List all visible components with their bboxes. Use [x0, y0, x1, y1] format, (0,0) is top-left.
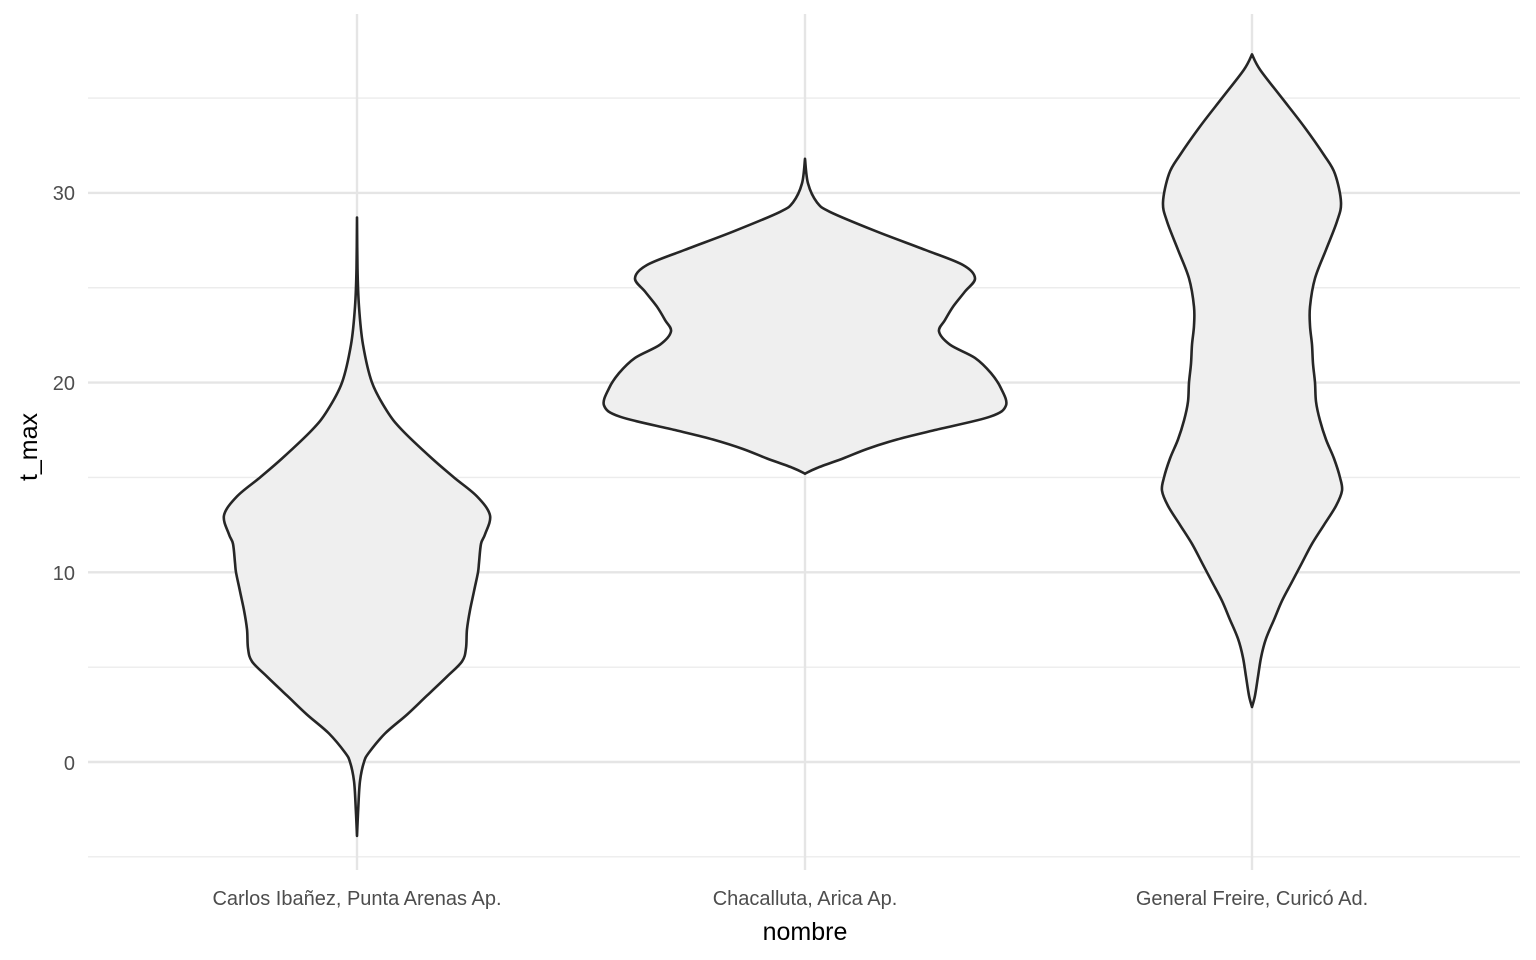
x-tick-label: Chacalluta, Arica Ap. — [713, 888, 898, 910]
violins — [222, 53, 1344, 838]
y-tick-label: 30 — [53, 183, 75, 205]
violin-3 — [1160, 53, 1344, 709]
x-tick-label: General Freire, Curicó Ad. — [1136, 888, 1368, 910]
x-axis-title: nombre — [763, 918, 848, 946]
y-axis-tick-labels: 0 10 20 30 — [53, 183, 75, 775]
violin-2 — [602, 157, 1008, 475]
x-axis-tick-labels: Carlos Ibañez, Punta Arenas Ap. Chacallu… — [212, 888, 1368, 910]
y-tick-label: 20 — [53, 373, 75, 395]
y-tick-label: 10 — [53, 563, 75, 585]
violin-1 — [222, 216, 492, 838]
x-tick-label: Carlos Ibañez, Punta Arenas Ap. — [212, 888, 501, 910]
y-tick-label: 0 — [64, 753, 75, 775]
y-axis-title: t_max — [15, 412, 43, 481]
